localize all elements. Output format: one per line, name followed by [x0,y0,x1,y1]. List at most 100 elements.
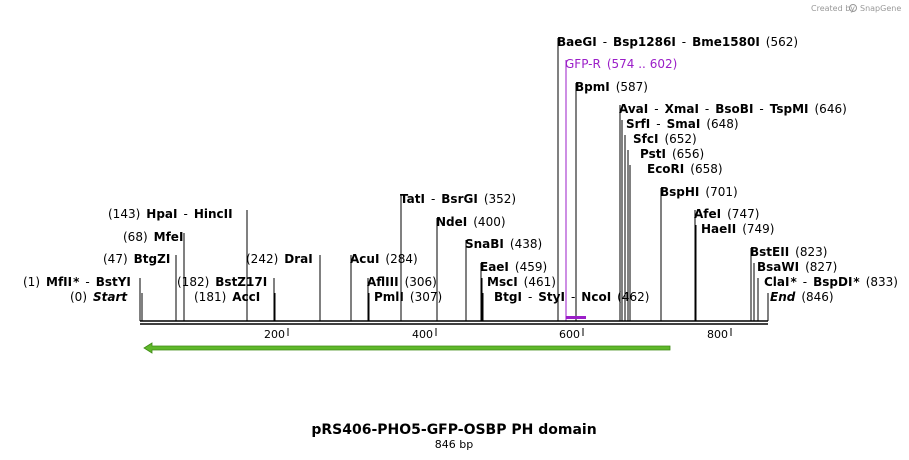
separator: - [571,290,575,304]
site-label[interactable]: BstEII (823) [750,245,827,259]
brand-created-by: Created by [811,4,855,13]
site-position: (461) [524,275,556,289]
snapgene-brand: Created by SnapGene [811,4,901,13]
primer-label[interactable]: GFP-R (574 .. 602) [565,57,677,71]
enzyme-name: StyI [538,290,565,304]
enzyme-name: MfeI [154,230,184,244]
site-position: (182) [177,275,209,289]
enzyme-name: BaeGI [557,35,597,49]
site-position: (459) [515,260,547,274]
sequence-endpoint: Start [93,290,128,304]
site-position: (656) [672,147,704,161]
site-position: (652) [664,132,696,146]
enzyme-name: Bsp1286I [613,35,676,49]
site-label[interactable]: TatI - BsrGI (352) [400,192,516,206]
primer-gfp-r-bar[interactable] [566,316,586,319]
enzyme-name: BstZ17I [215,275,267,289]
enzyme-name: BsrGI [441,192,478,206]
site-label[interactable]: (1) MfII* - BstYI [23,275,131,289]
site-label[interactable]: PstI (656) [640,147,704,161]
site-position: (646) [815,102,847,116]
site-label[interactable]: BtgI - StyI - NcoI (462) [494,290,649,304]
site-position: (307) [410,290,442,304]
site-label[interactable]: SnaBI (438) [465,237,542,251]
separator: - [85,275,89,289]
ruler-tick-label-600: 600 [559,328,580,341]
methylation-mark: * [73,275,80,289]
ruler: 200 400 600 800 [264,328,732,341]
site-position: (68) [123,230,148,244]
enzyme-name: PmlI [374,290,404,304]
site-label[interactable]: MscI (461) [487,275,556,289]
separator: - [528,290,532,304]
site-label[interactable]: BsaWI (827) [757,260,837,274]
enzyme-name: PstI [640,147,666,161]
enzyme-name: BstYI [96,275,131,289]
methylation-mark: * [790,275,797,289]
site-label[interactable]: EaeI (459) [480,260,547,274]
site-label[interactable]: NdeI (400) [436,215,506,229]
site-position: (846) [801,290,833,304]
enzyme-name: EcoRI [647,162,684,176]
site-label[interactable]: (47) BtgZI [103,252,170,266]
site-label[interactable]: AflIII (306) [367,275,437,289]
ruler-tick-label-400: 400 [412,328,433,341]
sequence-backbone [140,320,768,325]
enzyme-name: HpaI [146,207,177,221]
enzyme-name: AvaI [619,102,648,116]
enzyme-name: Bme1580I [692,35,760,49]
site-position: (701) [705,185,737,199]
site-label[interactable]: BaeGI - Bsp1286I - Bme1580I (562) [557,35,798,49]
site-position: (587) [616,80,648,94]
site-label[interactable]: (182) BstZ17I [177,275,267,289]
methylation-mark: * [853,275,860,289]
enzyme-name: SmaI [667,117,701,131]
enzyme-name: SrfI [626,117,650,131]
brand-name: SnapGene [860,4,901,13]
site-label[interactable]: AfeI (747) [694,207,759,221]
site-label[interactable]: End (846) [770,290,834,304]
site-position: (1) [23,275,40,289]
feature-arrow[interactable] [143,342,671,354]
site-label[interactable]: HaeII (749) [701,222,775,236]
primer-text: (574 .. 602) [607,57,677,71]
site-position: (747) [727,207,759,221]
site-label[interactable]: BpmI (587) [575,80,648,94]
site-label[interactable]: EcoRI (658) [647,162,723,176]
site-label[interactable]: AvaI - XmaI - BsoBI - TspMI (646) [619,102,847,116]
separator: - [183,207,187,221]
site-label[interactable]: (242) DraI [246,252,313,266]
site-label[interactable]: PmlI (307) [374,290,442,304]
enzyme-name: NcoI [581,290,611,304]
enzyme-name: BsoBI [715,102,753,116]
enzyme-name: MscI [487,275,518,289]
site-label[interactable]: BspHI (701) [660,185,738,199]
enzyme-name: AflIII [367,275,399,289]
separator: - [431,192,435,206]
site-label[interactable]: SrfI - SmaI (648) [626,117,739,131]
sequence-endpoint: End [770,290,796,304]
enzyme-name: BspDI [813,275,852,289]
site-label[interactable]: ClaI* - BspDI* (833) [764,275,898,289]
enzyme-name: SnaBI [465,237,504,251]
enzyme-name: BtgZI [134,252,171,266]
enzyme-name: AfeI [694,207,721,221]
snapgene-logo-icon [849,4,857,12]
feature-arrow-shape[interactable] [143,342,671,354]
site-label[interactable]: (143) HpaI - HincII [108,207,233,221]
site-label[interactable]: (68) MfeI [123,230,183,244]
site-label[interactable]: (181) AccI [194,290,260,304]
separator: - [656,117,660,131]
site-label[interactable]: AcuI (284) [350,252,418,266]
site-label[interactable]: SfcI (652) [633,132,697,146]
ruler-tick-label-200: 200 [264,328,285,341]
site-label[interactable]: (0) Start [70,290,128,304]
enzyme-name: TatI [400,192,425,206]
site-position: (562) [766,35,798,49]
map-title: pRS406-PHO5-GFP-OSBP PH domain [311,422,596,438]
site-position: (462) [617,290,649,304]
enzyme-name: BtgI [494,290,522,304]
primer-text: GFP-R [565,57,601,71]
enzyme-name: SfcI [633,132,658,146]
